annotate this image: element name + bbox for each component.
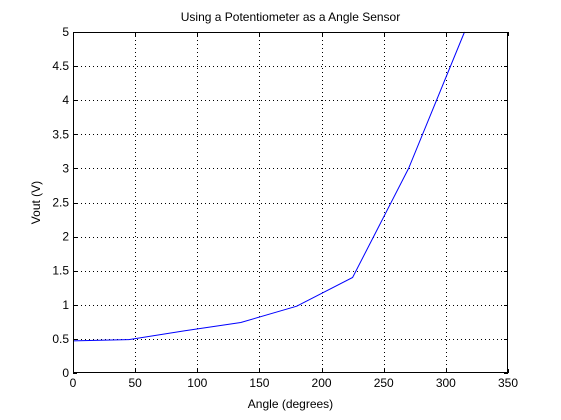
x-tick-label: 350 xyxy=(498,376,518,390)
y-tick-label: 4 xyxy=(62,93,69,107)
y-tick-label: 4.5 xyxy=(52,59,69,73)
y-tick-label: 2.5 xyxy=(52,196,69,210)
y-tick-label: 3.5 xyxy=(52,127,69,141)
y-tick-label: 1 xyxy=(62,298,69,312)
y-tick-label: 1.5 xyxy=(52,264,69,278)
y-tick-label: 2 xyxy=(62,230,69,244)
y-tick-label: 0 xyxy=(62,366,69,380)
y-tick-label: 5 xyxy=(62,25,69,39)
x-tick-label: 50 xyxy=(128,376,142,390)
x-tick-label: 200 xyxy=(312,376,332,390)
x-tick-label: 300 xyxy=(436,376,456,390)
axes-background xyxy=(73,32,508,373)
y-tick-label: 0.5 xyxy=(52,332,69,346)
x-tick-label: 150 xyxy=(249,376,269,390)
x-tick-label: 0 xyxy=(70,376,77,390)
x-tick-label: 250 xyxy=(374,376,394,390)
chart-title: Using a Potentiometer as a Angle Sensor xyxy=(181,10,400,24)
y-axis-label: Vout (V) xyxy=(29,181,43,224)
y-tick-label: 3 xyxy=(62,161,69,175)
x-tick-label: 100 xyxy=(187,376,207,390)
x-axis-label: Angle (degrees) xyxy=(248,397,333,411)
